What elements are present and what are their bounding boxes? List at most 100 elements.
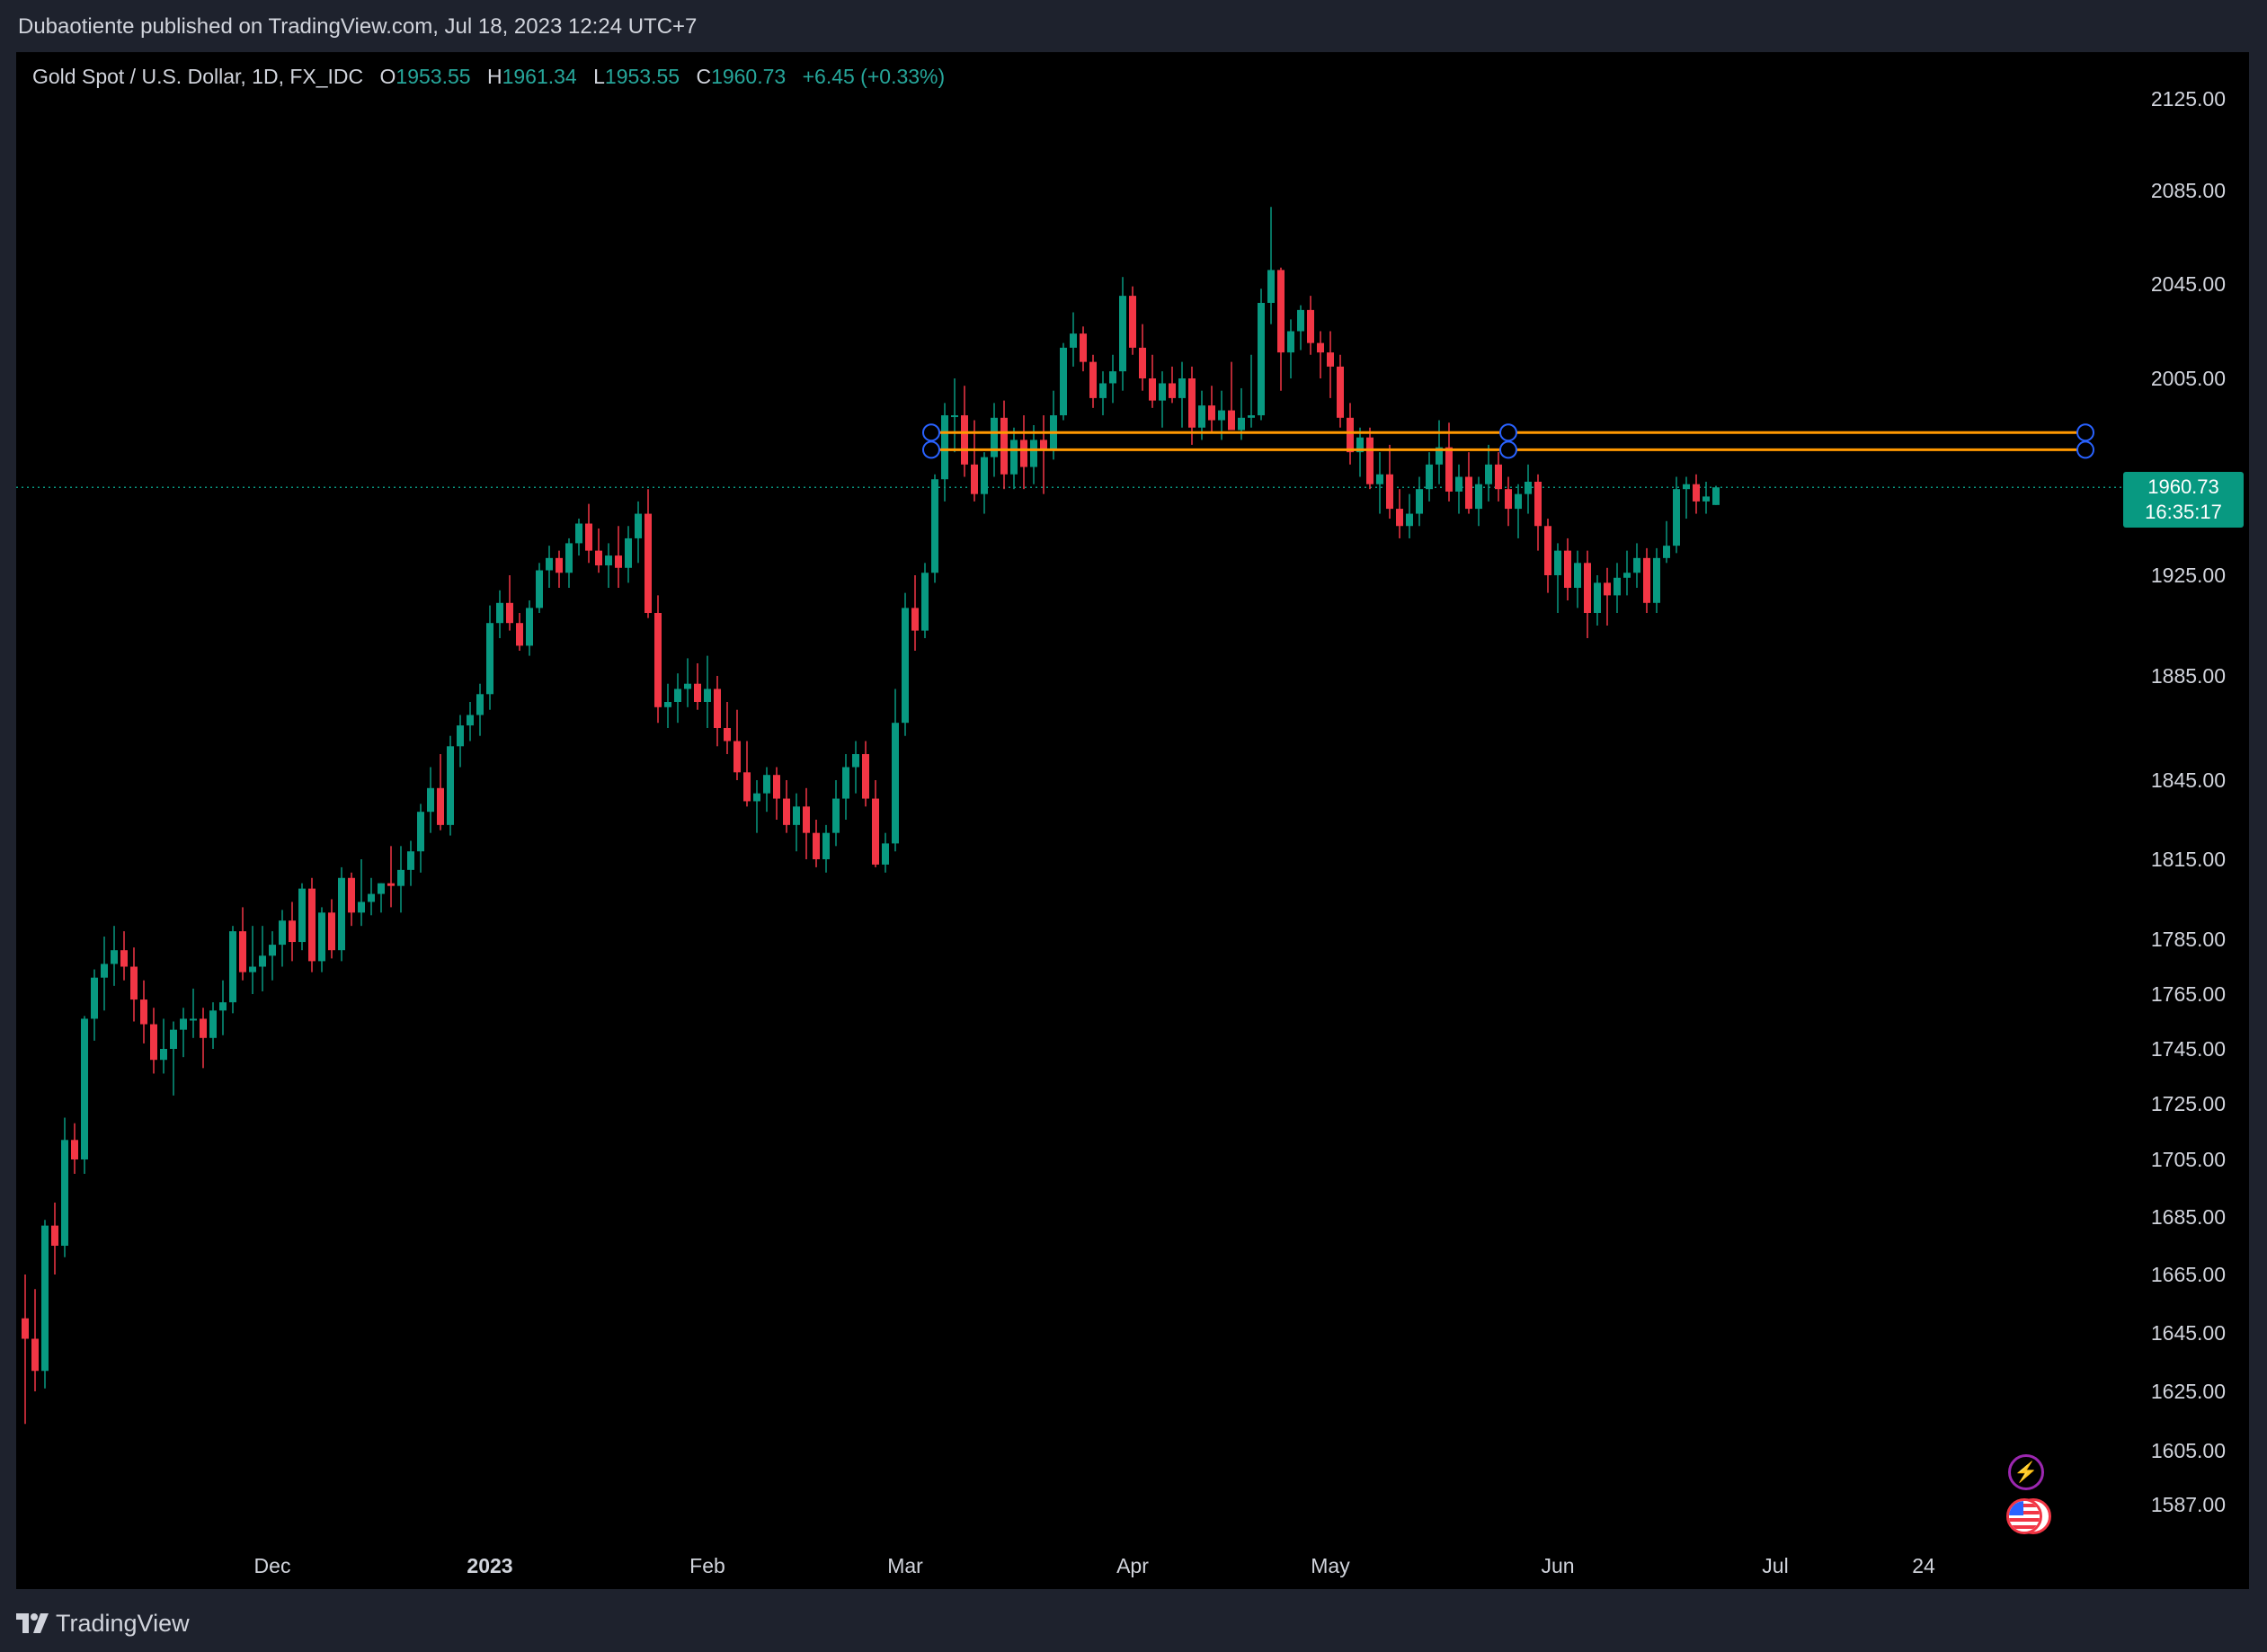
time-axis[interactable]: Dec 2023 Feb Mar Apr May Jun Jul 24 — [254, 1554, 1935, 1577]
candle-body — [783, 798, 790, 825]
candle-body — [714, 688, 721, 728]
candle-body — [1683, 484, 1690, 490]
price-tick-label: 1705.00 — [2151, 1148, 2226, 1171]
candle-body — [1505, 489, 1512, 510]
candle-body — [1693, 484, 1700, 502]
candle-body — [308, 888, 316, 962]
candle-body — [348, 877, 355, 913]
tradingview-logo-text: TradingView — [56, 1609, 190, 1637]
candle-body — [1159, 383, 1166, 401]
candle-body — [1515, 493, 1522, 510]
candle-body — [1287, 331, 1294, 353]
candle-body — [822, 832, 830, 859]
candle-body — [516, 623, 523, 646]
candle-body — [1317, 342, 1324, 353]
candle-body — [1653, 557, 1660, 603]
candle-body — [1040, 440, 1047, 450]
candle-body — [1485, 464, 1492, 484]
candle-body — [71, 1140, 78, 1159]
candle-body — [1149, 378, 1156, 401]
candle-body — [506, 602, 513, 624]
candle-body — [1208, 405, 1215, 421]
last-price-tag: 1960.73 16:35:17 — [2123, 472, 2244, 528]
price-tick-label: 1645.00 — [2151, 1321, 2226, 1345]
candle-body — [565, 543, 573, 573]
candle-body — [546, 557, 553, 571]
candle-body — [437, 787, 444, 825]
candle-body — [684, 683, 691, 689]
candle-body — [902, 608, 909, 724]
candle-body — [1337, 366, 1344, 418]
candle-body — [892, 723, 899, 844]
price-tick-label: 1815.00 — [2151, 848, 2226, 871]
candle-body — [1554, 550, 1561, 575]
last-price-value: 1960.73 — [2147, 475, 2219, 498]
candle-body — [556, 557, 563, 573]
candle-body — [813, 832, 820, 859]
footer-bar: TradingView — [0, 1589, 2267, 1652]
candle-body — [1416, 489, 1423, 514]
us-flag-graphic — [2009, 1501, 2040, 1532]
candle-body — [1455, 476, 1462, 492]
price-axis[interactable]: 2125.00 2085.00 2045.00 2005.00 1925.00 1885.… — [2151, 87, 2226, 1516]
candle-body — [1465, 476, 1472, 510]
price-tick-label: 1925.00 — [2151, 564, 2226, 587]
tradingview-logo[interactable]: TradingView — [16, 1609, 190, 1638]
time-tick-label: May — [1311, 1554, 1350, 1577]
chart-pane[interactable]: 2125.00 2085.00 2045.00 2005.00 1925.00 1885.… — [16, 52, 2249, 1589]
time-tick-label: 24 — [1912, 1554, 1935, 1577]
candle-body — [1406, 513, 1413, 527]
horizontal-lines-group[interactable] — [922, 423, 2094, 459]
price-tick-label: 2085.00 — [2151, 179, 2226, 202]
candle-body — [921, 573, 929, 631]
candle-body — [180, 1018, 187, 1030]
candle-body — [1604, 582, 1611, 596]
change-value: +6.45 (+0.33%) — [802, 65, 946, 88]
price-tick-label: 1885.00 — [2151, 664, 2226, 688]
candle-body — [486, 623, 493, 695]
candle-body — [1139, 347, 1146, 378]
tradingview-logo-icon — [16, 1613, 49, 1633]
candle-body — [387, 883, 395, 886]
candle-body — [635, 513, 642, 538]
candle-body — [160, 1049, 167, 1061]
candle-body — [1297, 309, 1304, 332]
candle-body — [476, 694, 484, 715]
candle-body — [1564, 550, 1571, 588]
candle-body — [467, 715, 474, 726]
candle-body — [1070, 333, 1077, 348]
candle-body — [209, 1010, 217, 1038]
candle-body — [1643, 557, 1650, 603]
candle-body — [101, 964, 108, 978]
high-value: 1961.34 — [502, 65, 577, 88]
candle-body — [704, 688, 711, 702]
candle-body — [536, 570, 543, 608]
flag-circle-front — [2006, 1498, 2042, 1534]
candle-body — [1248, 415, 1255, 418]
price-tick-label: 1745.00 — [2151, 1037, 2226, 1061]
close-label: C — [696, 65, 712, 88]
candle-body — [229, 931, 236, 1003]
candle-body — [1356, 437, 1364, 453]
candle-body — [1633, 557, 1640, 573]
candle-body — [575, 523, 582, 544]
candlestick-chart[interactable]: 2125.00 2085.00 2045.00 2005.00 1925.00 1885.… — [16, 52, 2249, 1589]
candle-body — [457, 725, 464, 747]
candle-body — [1129, 296, 1136, 348]
candle-body — [1080, 333, 1087, 362]
lightning-icon[interactable]: ⚡ — [2008, 1454, 2044, 1490]
candle-body — [585, 523, 592, 551]
candle-body — [111, 950, 118, 964]
price-tick-label: 1785.00 — [2151, 928, 2226, 951]
candle-body — [1228, 410, 1235, 431]
us-flag-icon[interactable] — [2006, 1497, 2053, 1536]
time-tick-label: Mar — [887, 1554, 923, 1577]
candle-body — [1614, 577, 1621, 596]
candle-body — [1307, 309, 1314, 343]
candle-body — [51, 1225, 58, 1246]
candle-body — [447, 746, 454, 825]
time-tick-label: Jun — [1541, 1554, 1574, 1577]
time-tick-label: 2023 — [467, 1554, 512, 1577]
line-handle — [922, 423, 940, 442]
symbol-title[interactable]: Gold Spot / U.S. Dollar, 1D, FX_IDC — [32, 65, 364, 88]
